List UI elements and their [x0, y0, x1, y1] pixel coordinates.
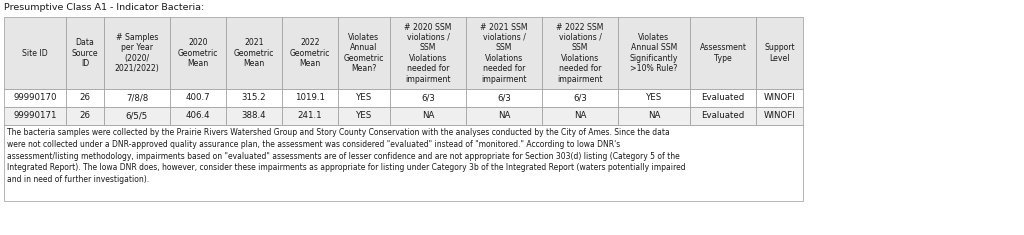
Text: NA: NA: [648, 111, 660, 121]
Bar: [618, 107, 690, 125]
Text: 1019.1: 1019.1: [295, 94, 325, 102]
Bar: [170, 107, 226, 125]
Bar: [4, 89, 66, 107]
Text: WINOFI: WINOFI: [764, 94, 796, 102]
Bar: [66, 17, 104, 89]
Bar: [390, 17, 466, 89]
Text: 400.7: 400.7: [185, 94, 210, 102]
Text: 2020
Geometric
Mean: 2020 Geometric Mean: [178, 38, 218, 68]
Bar: [104, 89, 170, 107]
Text: NA: NA: [422, 111, 434, 121]
Bar: [466, 89, 542, 107]
Bar: [282, 89, 338, 107]
Text: 2022
Geometric
Mean: 2022 Geometric Mean: [290, 38, 331, 68]
Bar: [466, 107, 542, 125]
Bar: [756, 17, 803, 89]
Bar: [4, 107, 66, 125]
Bar: [690, 107, 756, 125]
Text: Evaluated: Evaluated: [701, 111, 744, 121]
Bar: [542, 17, 618, 89]
Bar: [338, 89, 390, 107]
Bar: [104, 17, 170, 89]
Text: 315.2: 315.2: [242, 94, 266, 102]
Text: The bacteria samples were collected by the Prairie Rivers Watershed Group and St: The bacteria samples were collected by t…: [7, 128, 686, 184]
Bar: [338, 107, 390, 125]
Text: # 2022 SSM
violations /
SSM
Violations
needed for
impairment: # 2022 SSM violations / SSM Violations n…: [556, 23, 604, 83]
Bar: [104, 107, 170, 125]
Bar: [66, 107, 104, 125]
Bar: [170, 89, 226, 107]
Text: Site ID: Site ID: [23, 48, 48, 58]
Bar: [66, 89, 104, 107]
Text: 2021
Geometric
Mean: 2021 Geometric Mean: [233, 38, 274, 68]
Text: 7/8/8: 7/8/8: [126, 94, 148, 102]
Bar: [226, 107, 282, 125]
Text: Violates
Annual
Geometric
Mean?: Violates Annual Geometric Mean?: [344, 33, 384, 73]
Bar: [690, 89, 756, 107]
Text: 26: 26: [80, 111, 90, 121]
Bar: [690, 17, 756, 89]
Text: 99990170: 99990170: [13, 94, 56, 102]
Text: 6/3: 6/3: [497, 94, 511, 102]
Text: Presumptive Class A1 - Indicator Bacteria:: Presumptive Class A1 - Indicator Bacteri…: [4, 3, 204, 12]
Bar: [4, 17, 66, 89]
Text: 6/3: 6/3: [421, 94, 435, 102]
Text: # Samples
per Year
(2020/
2021/2022): # Samples per Year (2020/ 2021/2022): [115, 33, 160, 73]
Bar: [618, 89, 690, 107]
Bar: [390, 89, 466, 107]
Bar: [466, 17, 542, 89]
Text: Support
Level: Support Level: [764, 43, 795, 63]
Text: 406.4: 406.4: [185, 111, 210, 121]
Bar: [756, 107, 803, 125]
Text: Assessment
Type: Assessment Type: [699, 43, 746, 63]
Text: 388.4: 388.4: [242, 111, 266, 121]
Bar: [282, 107, 338, 125]
Text: 241.1: 241.1: [298, 111, 323, 121]
Text: Violates
Annual SSM
Significantly
>10% Rule?: Violates Annual SSM Significantly >10% R…: [630, 33, 678, 73]
Text: YES: YES: [646, 94, 663, 102]
Text: WINOFI: WINOFI: [764, 111, 796, 121]
Bar: [4, 125, 803, 201]
Text: YES: YES: [356, 94, 372, 102]
Bar: [390, 107, 466, 125]
Text: Evaluated: Evaluated: [701, 94, 744, 102]
Text: # 2021 SSM
violations /
SSM
Violations
needed for
impairment: # 2021 SSM violations / SSM Violations n…: [480, 23, 527, 83]
Bar: [542, 89, 618, 107]
Bar: [542, 107, 618, 125]
Bar: [756, 89, 803, 107]
Text: Data
Source
ID: Data Source ID: [72, 38, 98, 68]
Text: NA: NA: [573, 111, 586, 121]
Bar: [226, 89, 282, 107]
Bar: [226, 17, 282, 89]
Bar: [170, 17, 226, 89]
Text: 6/5/5: 6/5/5: [126, 111, 148, 121]
Text: 6/3: 6/3: [573, 94, 587, 102]
Text: 99990171: 99990171: [13, 111, 56, 121]
Bar: [282, 17, 338, 89]
Text: NA: NA: [498, 111, 510, 121]
Text: 26: 26: [80, 94, 90, 102]
Bar: [338, 17, 390, 89]
Bar: [618, 17, 690, 89]
Text: # 2020 SSM
violations /
SSM
Violations
needed for
impairment: # 2020 SSM violations / SSM Violations n…: [404, 23, 452, 83]
Text: YES: YES: [356, 111, 372, 121]
